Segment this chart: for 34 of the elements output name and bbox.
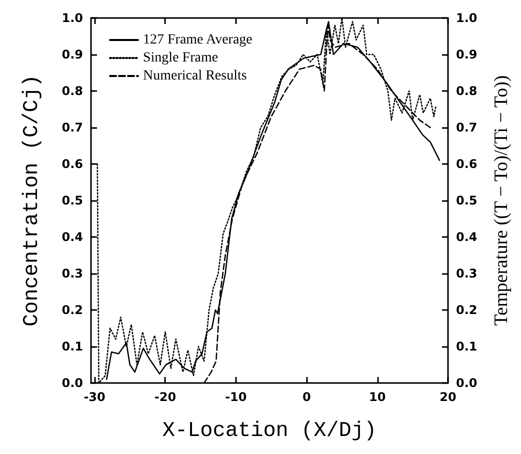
x-axis-title: X-Location (X/Dj) <box>162 420 377 443</box>
x-tick-label: -20 <box>154 390 176 404</box>
x-tick-label: 20 <box>440 390 456 404</box>
y-tick-label: 0.6 <box>62 157 83 171</box>
y-tick-label: 0.2 <box>62 303 83 317</box>
y2-tick-label: 0.3 <box>456 266 478 280</box>
y-tick-label: 0.8 <box>62 84 83 98</box>
y2-tick-label: 0.1 <box>456 340 478 354</box>
y2-tick-label: 0.4 <box>456 230 478 244</box>
legend-label: 127 Frame Average <box>143 32 252 48</box>
y-tick-label: 0.1 <box>62 340 83 354</box>
y-tick-label: 1.0 <box>62 11 83 25</box>
y2-tick-label: 0.2 <box>456 303 478 317</box>
y-tick-label: 0.5 <box>62 194 83 208</box>
y-axis-title: Concentration (C/Cj) <box>21 74 44 327</box>
y-tick-label: 0.0 <box>62 376 83 390</box>
y2-tick-label: 0.5 <box>456 194 478 208</box>
x-tick-label: -30 <box>84 390 106 404</box>
y2-axis-title: Temperature ((T − To)/(Ti − To)) <box>491 75 512 326</box>
legend-label: Single Frame <box>143 50 218 66</box>
x-tick-label: 10 <box>368 390 386 404</box>
y2-tick-label: 0.6 <box>456 157 478 171</box>
legend-label: Numerical Results <box>143 68 247 84</box>
y-tick-label: 0.4 <box>62 230 83 244</box>
y2-tick-label: 1.0 <box>456 11 478 25</box>
x-tick-label: -10 <box>225 390 247 404</box>
y-tick-label: 0.9 <box>62 48 83 62</box>
y-tick-label: 0.7 <box>62 120 83 134</box>
y2-tick-label: 0.8 <box>456 84 478 98</box>
x-tick-label: 0 <box>302 390 311 404</box>
y-tick-label: 0.3 <box>62 266 83 280</box>
y2-tick-label: 0.7 <box>456 120 478 134</box>
y2-tick-label: 0.9 <box>456 48 478 62</box>
y2-tick-label: 0.0 <box>456 376 478 390</box>
